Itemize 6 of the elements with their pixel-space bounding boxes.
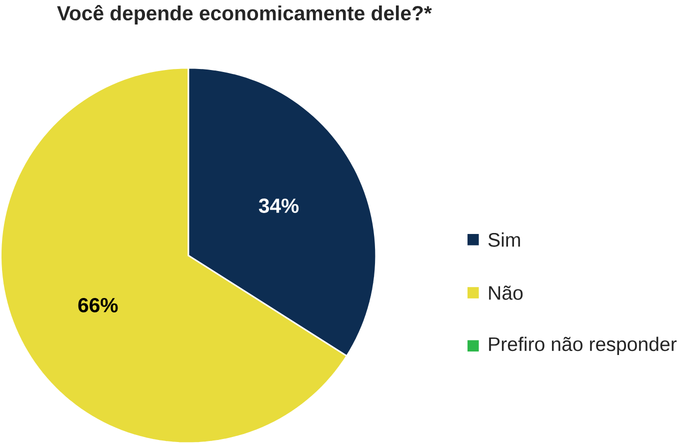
data-label: 66% <box>78 298 118 312</box>
data-label: 34% <box>258 198 299 214</box>
legend-label: Prefiro não responder <box>489 336 677 356</box>
legend-label: Não <box>489 286 523 300</box>
chart-title: Você depende economicamente dele?* <box>57 5 432 25</box>
legend-label: Sim <box>488 232 520 247</box>
